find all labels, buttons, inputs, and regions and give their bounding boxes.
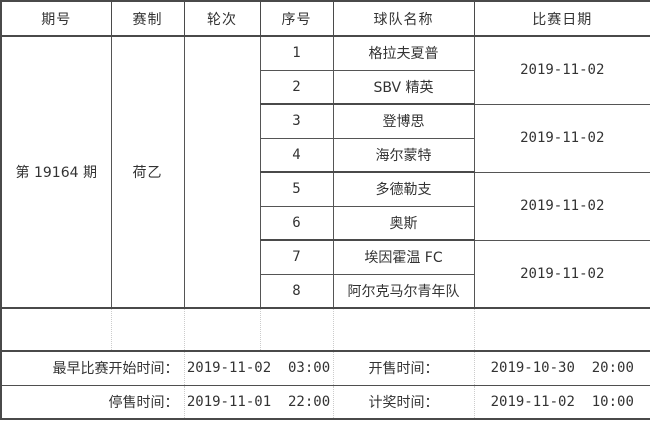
match-date-cell: 2019-11-02: [473, 239, 650, 309]
team-row: 6 奥斯: [1, 205, 650, 241]
prize-time-label: 计奖时间：: [333, 384, 475, 420]
header-cell-issue: 期号: [0, 0, 112, 37]
sale-stop-label: 停售时间：: [1, 384, 185, 420]
sale-open-label: 开售时间：: [333, 350, 475, 386]
team-row: 8 阿尔克马尔青年队: [1, 273, 650, 309]
sale-open-value: 2019-10-30 20:00: [474, 350, 650, 386]
seq-cell: 2: [259, 69, 334, 105]
seq-cell: 1: [259, 35, 334, 71]
spacer-cell: [184, 309, 261, 350]
schedule-table: 期号 赛制 轮次 序号 球队名称 比赛日期 第 19164 期 荷乙 1 格拉夫…: [0, 0, 650, 309]
prize-time-value: 2019-11-02 10:00: [474, 384, 650, 420]
team-name-cell: 奥斯: [332, 205, 475, 241]
spacer-cell: [333, 309, 475, 350]
earliest-start-value: 2019-11-02 03:00: [184, 350, 334, 386]
seq-cell: 5: [259, 171, 334, 207]
seq-cell: 3: [259, 103, 334, 139]
seq-cell: 6: [259, 205, 334, 241]
seq-cell: 8: [259, 273, 334, 309]
header-cell-team: 球队名称: [332, 0, 475, 37]
spacer-cell: [474, 309, 650, 350]
header-cell-date: 比赛日期: [473, 0, 650, 37]
team-row: 3 登博思 2019-11-02: [1, 103, 650, 173]
team-name-cell: 登博思: [332, 103, 475, 139]
team-row: 2 SBV 精英: [1, 69, 650, 105]
team-name-cell: 埃因霍温 FC: [332, 239, 475, 275]
header-row: 期号 赛制 轮次 序号 球队名称 比赛日期: [0, 0, 650, 37]
team-row: 4 海尔蒙特: [1, 137, 650, 173]
spacer-cell: [260, 309, 334, 350]
earliest-start-label: 最早比赛开始时间：: [1, 350, 185, 386]
seq-cell: 4: [259, 137, 334, 173]
header-cell-round: 轮次: [183, 0, 261, 37]
team-row: 5 多德勒支 2019-11-02: [1, 171, 650, 241]
team-name-cell: 多德勒支: [332, 171, 475, 207]
match-date-cell: 2019-11-02: [473, 171, 650, 241]
footer-row: 停售时间： 2019-11-01 22:00 计奖时间： 2019-11-02 …: [1, 384, 650, 420]
spacer-cell: [111, 309, 185, 350]
round-cell: [183, 35, 261, 309]
team-name-cell: 格拉夫夏普: [332, 35, 475, 71]
spacer-cell: [1, 309, 112, 350]
spacer-row: [0, 309, 650, 350]
footer-row: 最早比赛开始时间： 2019-11-02 03:00 开售时间： 2019-10…: [1, 350, 650, 386]
issue-number-cell: 第 19164 期: [0, 35, 112, 309]
header-cell-league: 赛制: [110, 0, 185, 37]
team-name-cell: 阿尔克马尔青年队: [332, 273, 475, 309]
league-cell: 荷乙: [110, 35, 185, 309]
sale-stop-value: 2019-11-01 22:00: [184, 384, 334, 420]
seq-cell: 7: [259, 239, 334, 275]
team-name-cell: SBV 精英: [332, 69, 475, 105]
header-cell-seq: 序号: [259, 0, 334, 37]
sale-times-table: 最早比赛开始时间： 2019-11-02 03:00 开售时间： 2019-10…: [0, 350, 650, 420]
team-name-cell: 海尔蒙特: [332, 137, 475, 173]
team-row: 第 19164 期 荷乙 1 格拉夫夏普 2019-11-02: [0, 35, 650, 309]
match-date-cell: 2019-11-02: [473, 103, 650, 173]
match-date-cell: 2019-11-02: [473, 35, 650, 105]
